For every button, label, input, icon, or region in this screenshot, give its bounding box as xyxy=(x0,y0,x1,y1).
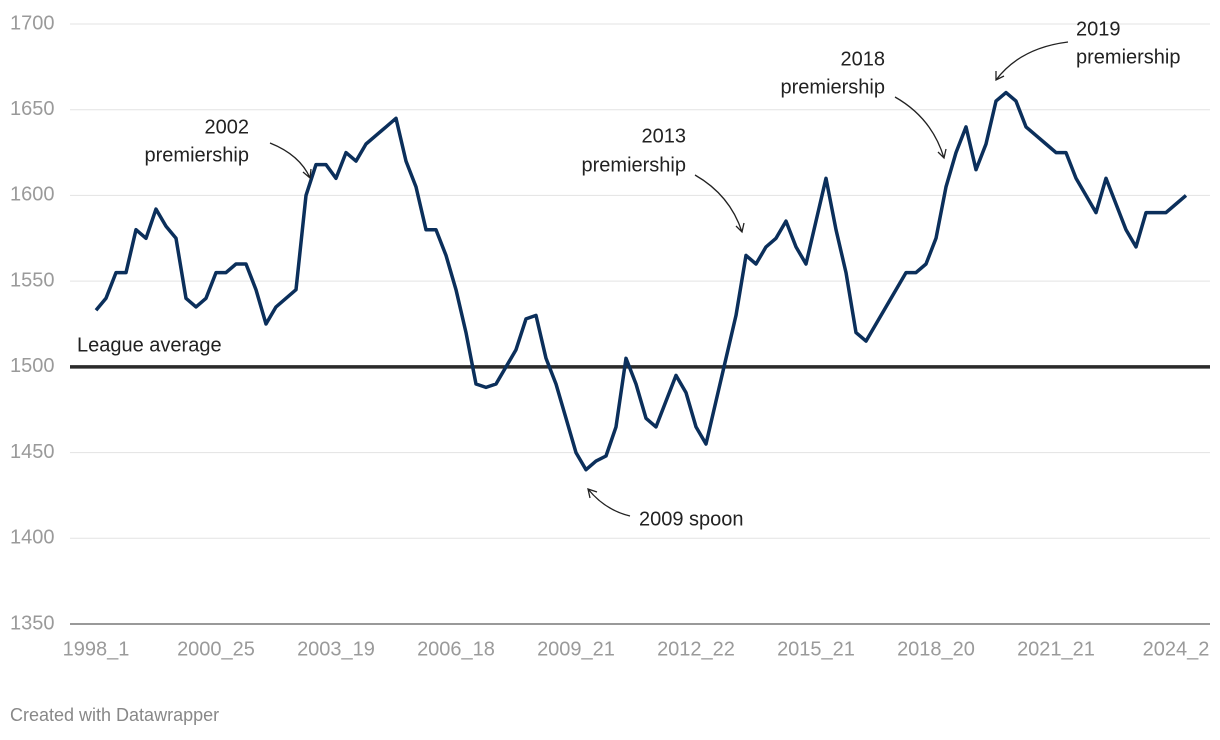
annotation: premiership xyxy=(582,154,686,176)
x-tick-label: 2015_21 xyxy=(777,638,855,660)
x-tick-label: 1998_1 xyxy=(63,638,130,660)
x-tick-label: 2018_20 xyxy=(897,638,975,660)
arrow xyxy=(694,174,745,234)
series-line xyxy=(94,90,1188,472)
arrow xyxy=(269,142,312,180)
source: Created with Datawrapper xyxy=(10,705,219,725)
y-tick-label: 1500 xyxy=(10,355,55,377)
x-tick-label: 2024_2 xyxy=(1143,638,1210,660)
y-tick-label: 1450 xyxy=(10,441,55,463)
y-tick-label: 1550 xyxy=(10,269,55,291)
annotation: 2013 xyxy=(642,125,687,147)
y-tick-label: 1650 xyxy=(10,98,55,120)
arrow xyxy=(894,96,947,160)
annotation: premiership xyxy=(781,76,885,98)
annotation: 2019 xyxy=(1076,18,1121,40)
y-tick-label: 1700 xyxy=(10,12,55,34)
arrow xyxy=(995,41,1069,82)
reference-label: League average xyxy=(77,334,222,356)
y-tick-label: 1350 xyxy=(10,612,55,634)
x-tick-label: 2009_21 xyxy=(537,638,615,660)
annotation: 2009 spoon xyxy=(639,508,744,530)
annotation: premiership xyxy=(1076,46,1180,68)
y-tick-label: 1600 xyxy=(10,184,55,206)
y-tick-label: 1400 xyxy=(10,527,55,549)
plot xyxy=(70,90,1210,472)
annotation: 2018 xyxy=(841,48,886,70)
arrow xyxy=(587,488,631,517)
x-tick-label: 2003_19 xyxy=(297,638,375,660)
x-tick-label: 2006_18 xyxy=(417,638,495,660)
x-tick-label: 2012_22 xyxy=(657,638,735,660)
x-tick-label: 2021_21 xyxy=(1017,638,1095,660)
grid: 1350 1400 1450 1500 1550 1600 1650 1700 1998_1 20… xyxy=(10,12,1210,660)
annotation: premiership xyxy=(145,144,249,166)
annotation: 2002 xyxy=(205,116,250,138)
x-tick-label: 2000_25 xyxy=(177,638,255,660)
